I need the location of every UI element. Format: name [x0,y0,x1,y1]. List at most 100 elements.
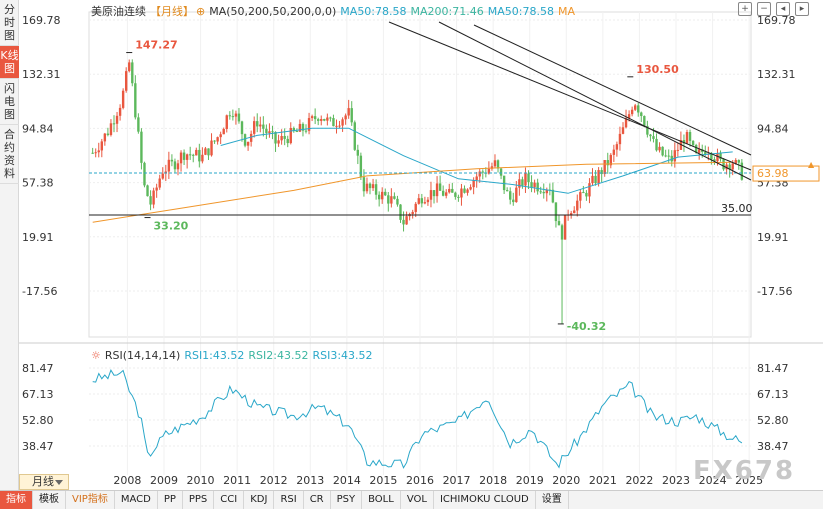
candle-body [213,140,216,142]
candle-body [310,116,314,119]
candle-body [704,151,707,155]
symbol-name: 美原油连续 [91,5,146,18]
candle-body [420,198,424,204]
candle-body [323,119,326,121]
candle-body [298,123,302,132]
candle-body [170,159,174,162]
candle-body [134,83,137,118]
bottom-tab-kdj[interactable]: KDJ [244,490,275,509]
price-chart-svg[interactable]: 169.78 169.78 132.31 132.31 94.84 94.84 57.38 5… [19,0,823,490]
price-tick-left: 94.84 [22,122,54,135]
candle-body [91,152,94,154]
year-label: 2010 [187,474,215,487]
candle-body [591,175,594,184]
candle-body [630,109,634,115]
tab-kline[interactable]: K线图 [0,46,19,79]
candle-body [396,198,399,205]
candle-body [259,124,262,127]
bottom-tab-模板[interactable]: 模板 [33,490,66,509]
candle-body [502,175,506,191]
candle-body [518,179,521,188]
candle-body [216,137,219,142]
candle-body [472,179,475,188]
trend-channel-line [438,21,752,181]
candle-body [441,190,445,196]
candle-body [643,116,646,126]
price-marker-icon: ▲ [808,160,815,169]
candle-body [515,187,518,203]
bottom-tab-cr[interactable]: CR [304,490,331,509]
left-icon[interactable]: ◂ [776,2,790,16]
period-selector[interactable]: 月线 [19,474,69,490]
right-icon[interactable]: ▸ [795,2,809,16]
candle-body [329,117,332,119]
tab-contract-info[interactable]: 合约资料 [0,125,19,184]
candle-body [445,192,448,196]
tab-timeshare[interactable]: 分时图 [0,0,19,46]
rsi-settings-icon[interactable]: ☼ [91,349,101,362]
year-label: 2023 [662,474,690,487]
bottom-tab-pps[interactable]: PPS [183,490,215,509]
chart-area[interactable]: 169.78 169.78 132.31 132.31 94.84 94.84 57.38 5… [19,0,823,490]
candle-body [487,168,491,174]
bottom-tab-ichimoku-cloud[interactable]: ICHIMOKU CLOUD [434,490,536,509]
bottom-tab-boll[interactable]: BOLL [362,490,401,509]
candle-body [384,191,387,196]
candle-body [195,149,198,156]
candle-body [731,163,734,170]
price-tick-right: 132.31 [757,68,796,81]
bottom-tab-macd[interactable]: MACD [115,490,158,509]
candle-body [371,184,375,189]
year-label: 2016 [406,474,434,487]
candle-body [493,160,497,167]
bottom-tab-vol[interactable]: VOL [401,490,434,509]
candle-body [512,199,515,203]
candle-body [697,149,701,153]
candle-body [317,119,320,121]
bottom-tab-rsi[interactable]: RSI [274,490,304,509]
candle-body [554,202,558,222]
candle-body [179,152,183,164]
candle-body [368,183,372,189]
candle-body [344,115,347,120]
tab-flash[interactable]: 闪电图 [0,79,19,125]
add-indicator-icon[interactable]: ⊕ [196,5,206,18]
bottom-tab-设置[interactable]: 设置 [536,490,569,509]
candle-body [576,200,579,211]
candle-body [646,125,649,135]
candle-body [722,159,725,170]
bottom-tab-cci[interactable]: CCI [214,490,245,509]
candle-body [426,199,430,203]
candle-body [637,105,640,113]
candle-body [207,148,210,156]
candle-body [106,133,110,135]
candle-body [585,192,588,197]
candle-body [353,122,356,150]
bottom-tab-vip指标[interactable]: VIP指标 [66,490,115,509]
candle-body [231,116,235,118]
rsi-label: RSI(14,14,14) [104,349,181,362]
year-label: 2020 [552,474,580,487]
candle-body [737,160,741,163]
year-label: 2021 [589,474,617,487]
year-label: 2015 [369,474,397,487]
bottom-tab-psy[interactable]: PSY [331,490,363,509]
bottom-tab-pp[interactable]: PP [158,490,183,509]
rsi-tick-left: 52.80 [22,414,54,427]
year-label: 2014 [333,474,361,487]
rsi3-value: RSI3:43.52 [312,349,373,362]
minus-icon[interactable]: − [757,2,771,16]
candle-body [710,153,713,160]
add-icon[interactable]: + [738,2,752,16]
price-tick-right: 19.91 [757,231,789,244]
candle-body [719,153,722,160]
candle-body [292,128,296,132]
price-tick-left: 132.31 [22,68,61,81]
candle-body [411,211,414,215]
candle-body [609,154,612,166]
candle-body [237,113,241,122]
bottom-tab-指标[interactable]: 指标 [0,490,33,509]
candle-body [505,190,509,192]
candle-body [161,173,164,179]
candle-body [143,162,146,186]
